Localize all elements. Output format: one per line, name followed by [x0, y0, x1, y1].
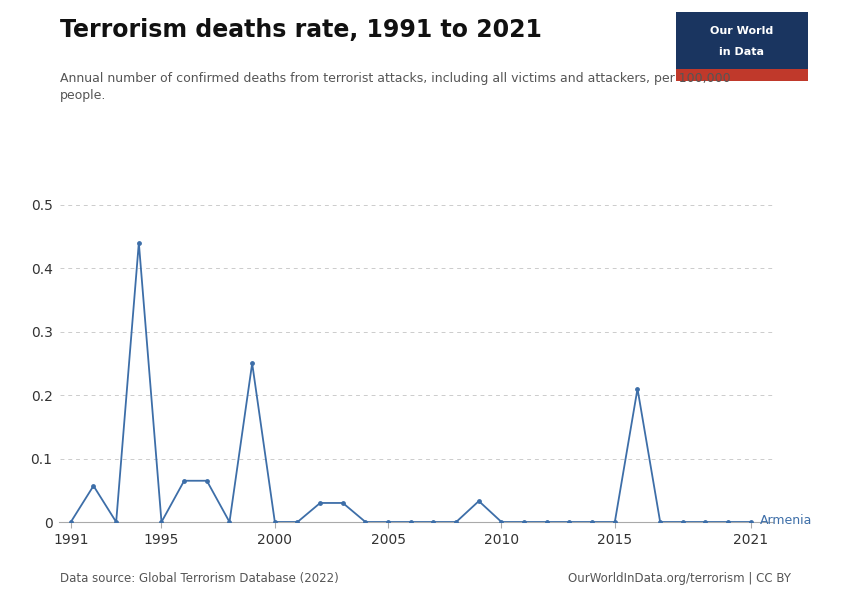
Point [495, 517, 508, 527]
Point [563, 517, 576, 527]
Point [359, 517, 372, 527]
Point [64, 517, 77, 527]
Point [586, 517, 599, 527]
Point [132, 238, 145, 248]
Point [87, 481, 100, 491]
Text: OurWorldInData.org/terrorism | CC BY: OurWorldInData.org/terrorism | CC BY [568, 572, 791, 585]
Point [427, 517, 440, 527]
Point [336, 498, 349, 508]
Point [518, 517, 531, 527]
Point [608, 517, 621, 527]
Text: Annual number of confirmed deaths from terrorist attacks, including all victims : Annual number of confirmed deaths from t… [60, 72, 730, 102]
Point [110, 517, 123, 527]
Point [540, 517, 553, 527]
Text: in Data: in Data [719, 47, 764, 57]
Point [744, 517, 757, 527]
Point [382, 517, 395, 527]
Point [699, 517, 712, 527]
Point [314, 498, 327, 508]
Point [246, 359, 259, 368]
Point [291, 517, 304, 527]
Point [631, 384, 644, 394]
Point [223, 517, 236, 527]
Text: Data source: Global Terrorism Database (2022): Data source: Global Terrorism Database (… [60, 572, 338, 585]
Point [676, 517, 689, 527]
Point [178, 476, 191, 485]
Point [155, 517, 168, 527]
Point [450, 517, 463, 527]
Text: Terrorism deaths rate, 1991 to 2021: Terrorism deaths rate, 1991 to 2021 [60, 18, 541, 42]
Point [654, 517, 667, 527]
Text: Our World: Our World [710, 26, 774, 37]
Point [268, 517, 281, 527]
Point [200, 476, 213, 485]
Point [472, 496, 485, 506]
Text: Armenia: Armenia [760, 514, 813, 527]
Point [404, 517, 417, 527]
Point [722, 517, 735, 527]
Bar [676, 68, 807, 81]
